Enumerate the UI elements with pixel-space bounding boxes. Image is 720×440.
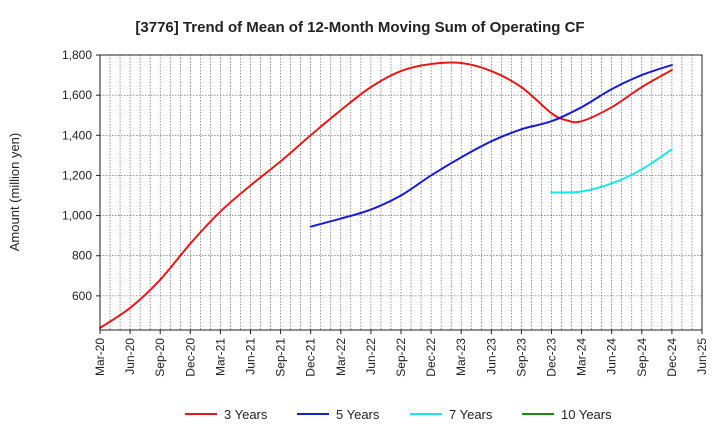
legend-label-7-years: 7 Years: [449, 407, 493, 422]
x-tick-label: Jun-23: [484, 338, 498, 375]
y-tick-label: 1,800: [62, 48, 92, 62]
x-tick-label: Dec-22: [424, 338, 438, 377]
x-tick-label: Jun-22: [364, 338, 378, 375]
grid: [100, 55, 702, 330]
x-tick-label: Dec-23: [545, 338, 559, 377]
x-tick-label: Mar-23: [454, 338, 468, 376]
legend-label-5-years: 5 Years: [336, 407, 380, 422]
y-tick-label: 600: [72, 289, 92, 303]
x-tick-label: Mar-22: [334, 338, 348, 376]
x-tick-label: Mar-21: [213, 338, 227, 376]
y-axis-ticks: 600 800 1,000 1,200 1,400 1,600 1,800: [62, 48, 100, 303]
legend-label-10-years: 10 Years: [561, 407, 612, 422]
x-tick-label: Sep-20: [153, 338, 167, 377]
y-tick-label: 1,000: [62, 209, 92, 223]
x-tick-label: Dec-20: [183, 338, 197, 377]
y-tick-label: 1,400: [62, 128, 92, 142]
x-tick-label: Sep-22: [394, 338, 408, 377]
x-tick-label: Jun-21: [244, 338, 258, 375]
x-tick-label: Dec-21: [304, 338, 318, 377]
y-axis-label: Amount (million yen): [7, 133, 22, 252]
chart-title: [3776] Trend of Mean of 12-Month Moving …: [135, 19, 584, 36]
y-tick-label: 1,200: [62, 168, 92, 182]
x-tick-label: Jun-25: [695, 338, 709, 375]
y-tick-label: 1,600: [62, 88, 92, 102]
x-tick-label: Sep-24: [635, 338, 649, 377]
legend: 3 Years 5 Years 7 Years 10 Years: [185, 407, 612, 422]
x-tick-label: Mar-24: [575, 338, 589, 376]
series-lines: [99, 61, 673, 329]
legend-label-3-years: 3 Years: [224, 407, 268, 422]
x-tick-label: Sep-21: [274, 338, 288, 377]
series-line-5-years: [309, 64, 673, 228]
x-tick-label: Dec-24: [665, 338, 679, 377]
x-axis-ticks: Mar-20 Jun-20 Sep-20 Dec-20 Mar-21 Jun-21 Sep-…: [93, 330, 709, 377]
series-line-3-years: [99, 61, 673, 329]
x-tick-label: Jun-20: [123, 338, 137, 375]
x-tick-label: Jun-24: [605, 338, 619, 375]
plot-frame: [99, 54, 703, 331]
series-line-7-years: [550, 148, 673, 194]
x-tick-label: Sep-23: [514, 338, 528, 377]
x-tick-label: Mar-20: [93, 338, 107, 376]
y-tick-label: 800: [72, 249, 92, 263]
